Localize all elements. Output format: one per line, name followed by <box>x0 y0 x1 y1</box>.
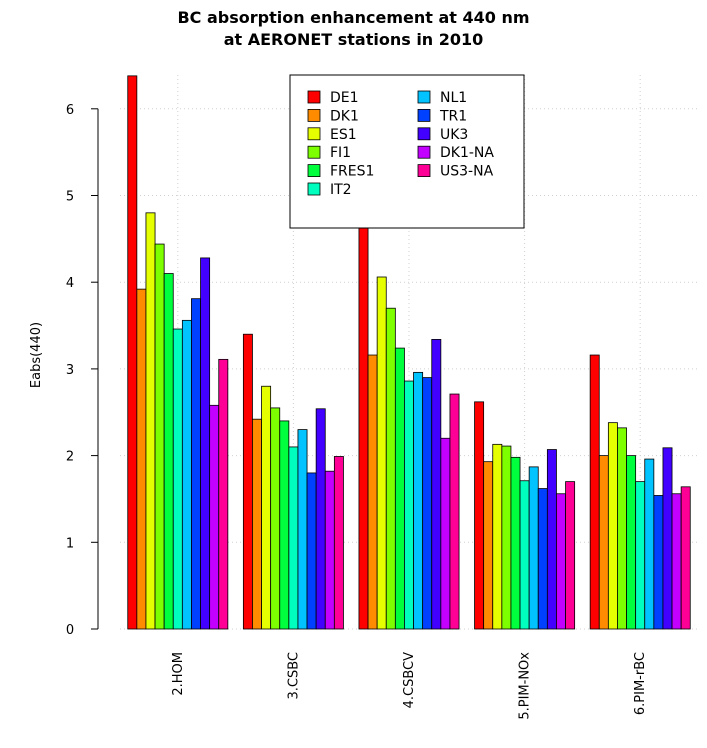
y-tick-label: 6 <box>66 103 74 118</box>
bar <box>519 480 530 630</box>
bar <box>218 358 229 630</box>
bar <box>440 437 451 630</box>
bar <box>644 458 655 630</box>
legend-label: US3-NA <box>440 164 494 180</box>
legend-swatch <box>417 109 431 122</box>
bar <box>279 420 290 630</box>
bar <box>483 461 494 630</box>
bar <box>431 339 442 630</box>
legend-label: TR1 <box>439 108 467 124</box>
bar <box>136 288 147 630</box>
y-tick-label: 2 <box>66 450 74 465</box>
x-tick-label: 6.PIM-rBC <box>633 652 648 715</box>
bar <box>200 257 211 630</box>
bar <box>546 449 557 630</box>
bar <box>413 371 424 630</box>
chart-title-line-1: BC absorption enhancement at 440 nm <box>177 8 530 27</box>
legend-label: NL1 <box>440 90 467 106</box>
bar <box>528 466 539 630</box>
legend-swatch <box>417 90 431 104</box>
x-tick-label: 4.CSBCV <box>402 652 417 708</box>
bar <box>127 75 138 630</box>
bar <box>501 445 512 630</box>
bar <box>565 481 576 630</box>
bar <box>394 347 405 630</box>
legend-swatch <box>417 145 431 159</box>
y-tick-label: 0 <box>66 623 74 638</box>
x-tick-label: 3.CSBC <box>286 652 301 700</box>
bar <box>492 443 503 630</box>
legend-swatch <box>307 90 321 104</box>
bar <box>449 393 460 630</box>
legend-swatch <box>307 164 321 178</box>
legend-label: ES1 <box>330 127 357 143</box>
bar <box>598 455 609 630</box>
bar <box>306 472 317 630</box>
bar <box>653 495 664 630</box>
bar <box>315 408 326 630</box>
legend-swatch <box>307 182 321 196</box>
bar <box>163 273 174 630</box>
bar <box>172 328 183 630</box>
legend-label: FRES1 <box>330 164 374 180</box>
legend-swatch <box>417 127 431 141</box>
bar <box>671 493 682 630</box>
bar <box>270 407 281 630</box>
bar <box>288 446 299 630</box>
legend-swatch <box>417 164 431 178</box>
bar <box>324 470 335 630</box>
y-tick-label: 5 <box>66 190 74 205</box>
legend-label: UK3 <box>440 127 468 143</box>
x-tick-label: 2.HOM <box>171 652 186 696</box>
legend-swatch <box>307 127 321 141</box>
legend-box <box>289 74 525 229</box>
bar <box>252 418 262 630</box>
bar <box>422 377 433 630</box>
bar <box>680 486 691 630</box>
bar <box>385 307 396 630</box>
bar <box>607 422 618 630</box>
legend-label: DK1-NA <box>440 145 494 161</box>
bar <box>589 354 600 630</box>
bar <box>537 488 548 630</box>
bar <box>474 401 485 630</box>
bar <box>297 429 308 630</box>
chart-title-line-2: at AERONET stations in 2010 <box>223 30 484 49</box>
bar <box>242 333 253 630</box>
legend-swatch <box>307 109 321 122</box>
bar <box>367 354 378 630</box>
legend-label: DE1 <box>330 90 359 106</box>
bar <box>617 427 627 630</box>
bar <box>635 481 646 630</box>
bar <box>556 493 566 630</box>
bar <box>662 447 673 630</box>
y-tick-label: 3 <box>66 363 74 378</box>
bar <box>404 380 414 630</box>
bar <box>510 456 521 630</box>
legend-label: DK1 <box>330 108 359 124</box>
bar <box>191 298 201 630</box>
legend-swatch <box>307 145 321 159</box>
bar <box>261 385 272 630</box>
y-tick-label: 1 <box>66 536 74 551</box>
bar <box>209 404 220 630</box>
legend-label: IT2 <box>330 182 352 198</box>
x-tick-label: 5.PIM-NOx <box>518 652 533 720</box>
bar <box>333 456 344 630</box>
y-axis-label: Eabs(440) <box>29 322 44 388</box>
legend-label: FI1 <box>330 145 351 161</box>
bar <box>181 319 192 630</box>
bar <box>376 276 387 630</box>
bar <box>154 243 165 630</box>
bar <box>145 212 156 630</box>
y-tick-label: 4 <box>66 276 74 291</box>
bar <box>358 202 369 630</box>
bar <box>626 455 637 630</box>
